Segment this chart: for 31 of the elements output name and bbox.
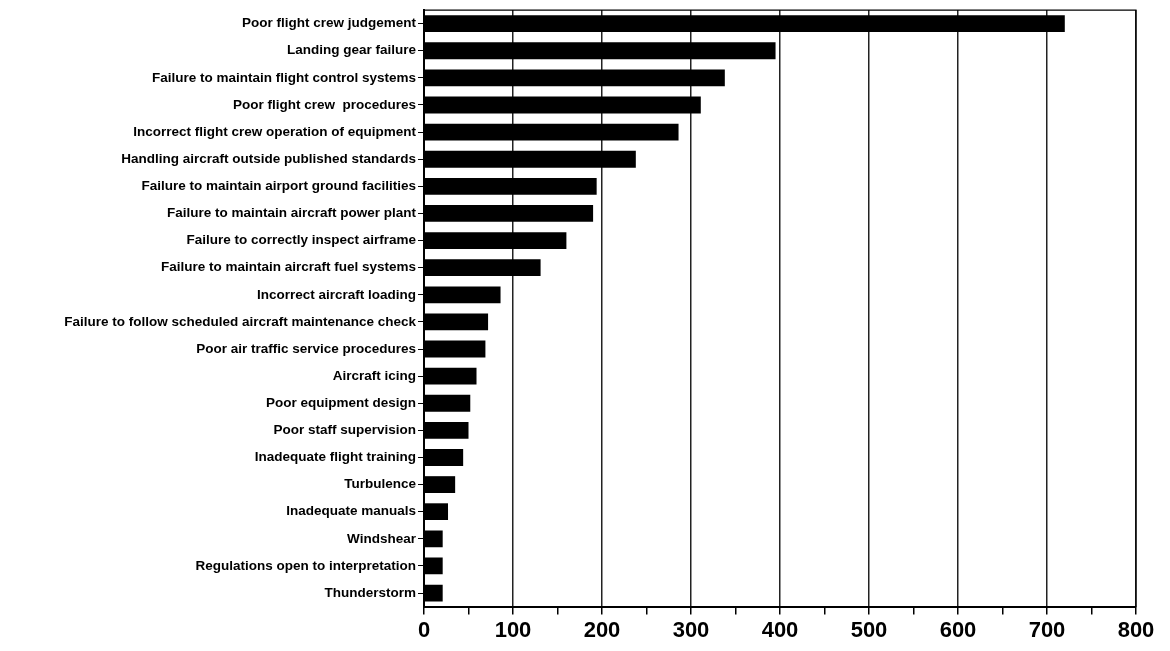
- y-tick-label: Failure to maintain flight control systems: [151, 69, 416, 85]
- x-tick-label: 700: [1028, 616, 1066, 642]
- x-tick-label: 800: [1117, 616, 1155, 642]
- y-tick-label: Poor air traffic service procedures: [196, 340, 416, 356]
- x-tick-label: 500: [850, 616, 888, 642]
- x-tick-label: 200: [583, 616, 621, 642]
- y-tick-label: Failure to maintain airport ground facilities: [141, 178, 416, 194]
- y-tick-label: Inadequate manuals: [286, 503, 416, 519]
- x-tick-label: 600: [939, 616, 977, 642]
- y-tick-label: Failure to maintain aircraft fuel systems: [160, 259, 416, 275]
- y-tick-label: Landing gear failure: [286, 42, 417, 58]
- y-tick-label: Poor flight crew judgement: [241, 15, 417, 31]
- y-tick-label: Windshear: [347, 530, 417, 546]
- x-tick-label: 300: [672, 616, 710, 642]
- y-tick-label: Failure to correctly inspect airframe: [186, 232, 417, 248]
- y-tick-label: Poor flight crew procedures: [232, 96, 416, 112]
- x-tick-label: 100: [494, 616, 532, 642]
- y-tick-label: Failure to maintain aircraft power plant: [166, 205, 417, 221]
- y-tick-label: Handling aircraft outside published standards: [121, 150, 416, 166]
- y-tick-label: Thunderstorm: [324, 584, 416, 600]
- y-tick-label: Incorrect flight crew operation of equipment: [133, 123, 417, 139]
- y-tick-label: Incorrect aircraft loading: [256, 286, 416, 302]
- y-tick-label: Poor equipment design: [265, 394, 416, 410]
- x-tick-label: 0: [417, 616, 431, 642]
- y-tick-label: Turbulence: [344, 476, 417, 492]
- y-tick-label: Poor staff supervision: [273, 422, 416, 438]
- y-tick-label: Inadequate flight training: [254, 449, 416, 465]
- x-tick-label: 400: [761, 616, 799, 642]
- y-tick-label: Aircraft icing: [332, 367, 416, 383]
- y-tick-label: Regulations open to interpretation: [195, 557, 416, 573]
- y-tick-label: Failure to follow scheduled aircraft maintenance check: [64, 313, 417, 329]
